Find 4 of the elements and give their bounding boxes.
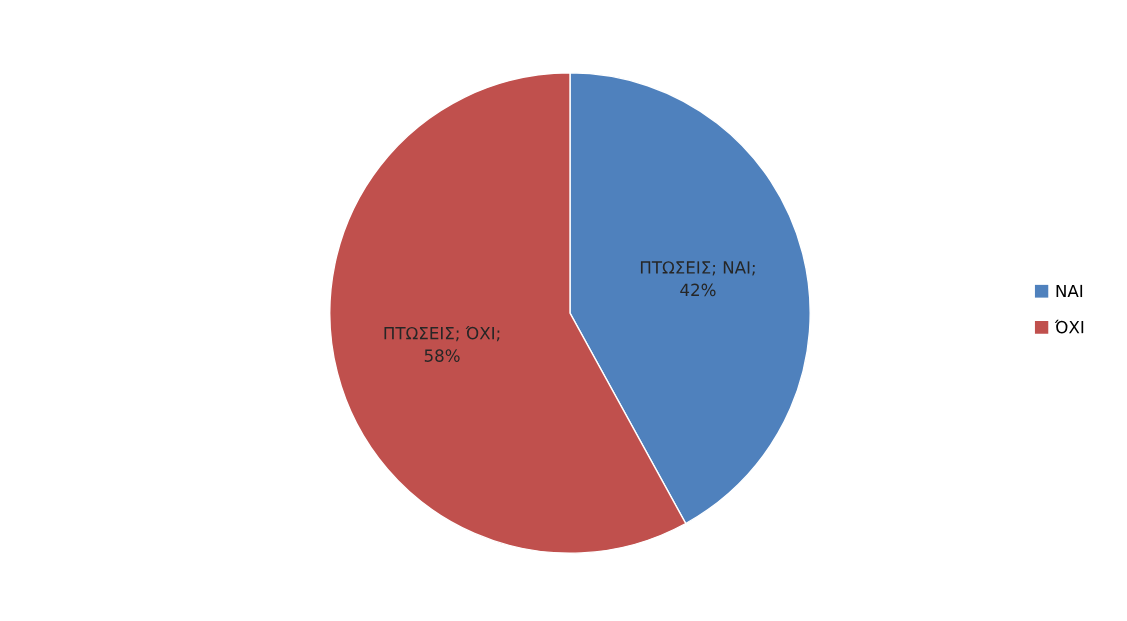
data-label: ΠΤΩΣΕΙΣ; ΝΑΙ; 42% xyxy=(640,261,755,297)
legend-label: ΝΑΙ xyxy=(1056,284,1083,298)
legend-label: ΌΧΙ xyxy=(1054,319,1084,334)
data-label: ΠΤΩΣΕΙΣ; ΌΧΙ; 58% xyxy=(384,325,500,362)
